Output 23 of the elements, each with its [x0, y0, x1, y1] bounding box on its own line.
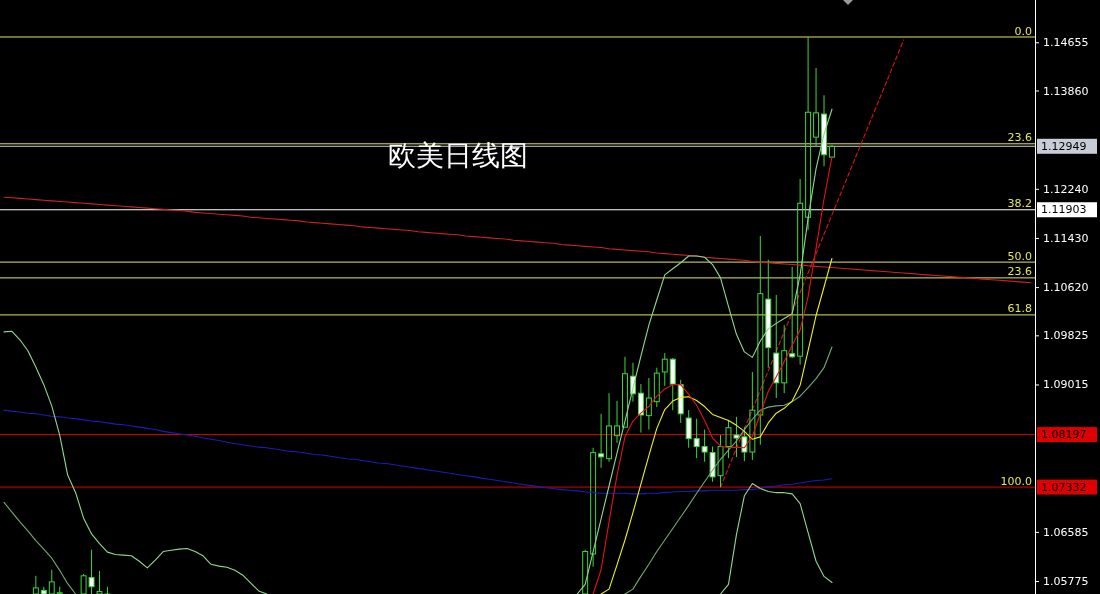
y-tick-label: 1.13860 — [1043, 84, 1089, 98]
y-tick-label: 1.11430 — [1043, 231, 1089, 245]
title: 欧美日线图 — [388, 139, 529, 172]
annotation: 23.6 — [1007, 265, 1032, 279]
annotation: 0.0 — [1014, 24, 1032, 38]
annotation: 61.8 — [1007, 302, 1032, 316]
y-tick-label: 1.06585 — [1043, 525, 1089, 539]
annotation: 50.0 — [1007, 249, 1032, 263]
annotation: 38.2 — [1007, 197, 1032, 211]
ref-line-label: 1.07332 — [1041, 480, 1087, 494]
y-tick-label: 1.14655 — [1043, 36, 1089, 50]
y-tick-label: 1.12240 — [1043, 182, 1089, 196]
ref-line-label: 1.11903 — [1041, 203, 1087, 217]
price-label: 1.08197 — [1037, 427, 1097, 443]
annotation: 23.6 — [1007, 131, 1032, 145]
ref-line-label: 1.12949 — [1041, 139, 1087, 153]
annotation: 100.0 — [1000, 474, 1032, 488]
y-tick-label: 1.09015 — [1043, 378, 1089, 392]
price-label: 1.11903 — [1037, 202, 1097, 218]
y-tick-label: 1.09825 — [1043, 329, 1089, 343]
ref-line-label: 1.08197 — [1041, 428, 1087, 442]
y-tick-label: 1.10620 — [1043, 281, 1089, 295]
y-tick-label: 1.05775 — [1043, 575, 1089, 589]
